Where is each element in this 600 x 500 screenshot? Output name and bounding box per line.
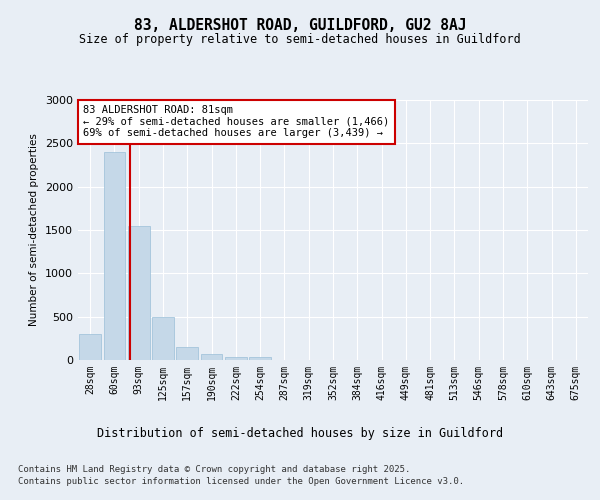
Text: Distribution of semi-detached houses by size in Guildford: Distribution of semi-detached houses by … — [97, 428, 503, 440]
Bar — [79, 334, 101, 360]
Text: 83 ALDERSHOT ROAD: 81sqm
← 29% of semi-detached houses are smaller (1,466)
69% o: 83 ALDERSHOT ROAD: 81sqm ← 29% of semi-d… — [83, 105, 389, 138]
Bar — [225, 358, 247, 360]
Y-axis label: Number of semi-detached properties: Number of semi-detached properties — [29, 134, 40, 326]
Bar — [176, 347, 198, 360]
Text: Contains public sector information licensed under the Open Government Licence v3: Contains public sector information licen… — [18, 478, 464, 486]
Bar — [128, 226, 149, 360]
Bar — [104, 152, 125, 360]
Bar — [152, 316, 174, 360]
Bar — [249, 358, 271, 360]
Bar — [200, 354, 223, 360]
Text: Size of property relative to semi-detached houses in Guildford: Size of property relative to semi-detach… — [79, 32, 521, 46]
Text: 83, ALDERSHOT ROAD, GUILDFORD, GU2 8AJ: 83, ALDERSHOT ROAD, GUILDFORD, GU2 8AJ — [134, 18, 466, 32]
Text: Contains HM Land Registry data © Crown copyright and database right 2025.: Contains HM Land Registry data © Crown c… — [18, 465, 410, 474]
